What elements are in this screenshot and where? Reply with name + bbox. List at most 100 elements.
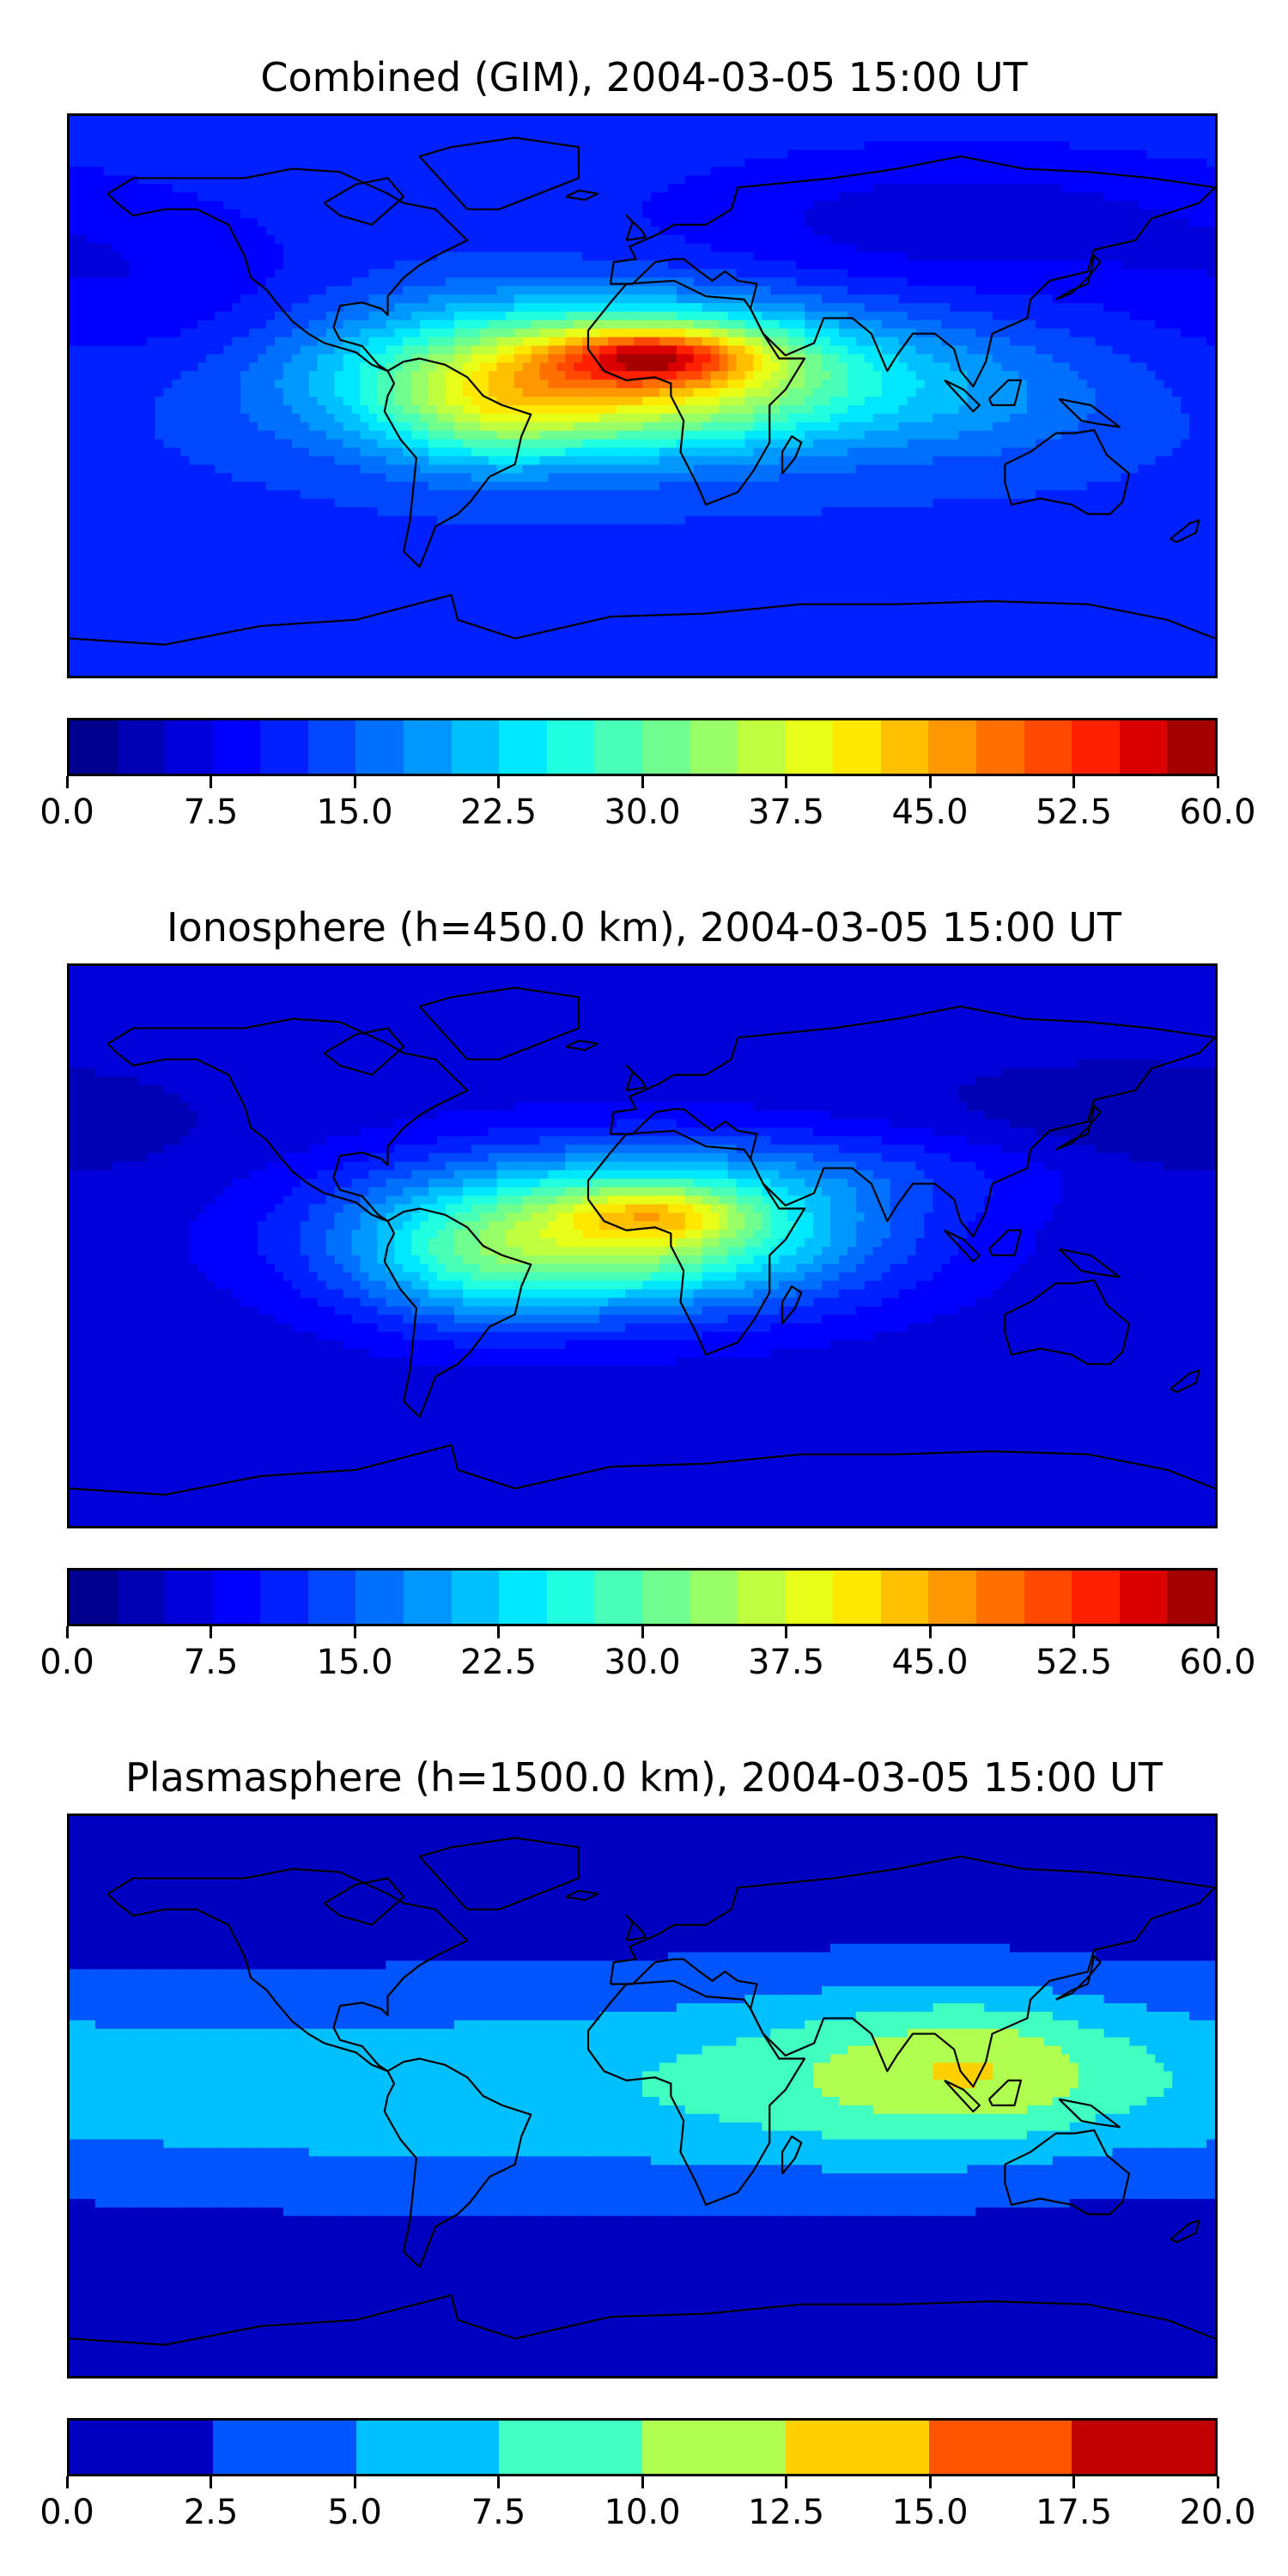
coastline (70, 2293, 1215, 2346)
colorbar-swatch (594, 720, 642, 774)
colorbar-swatch (880, 1571, 929, 1624)
colorbar-tick (65, 1626, 69, 1638)
colorbar-swatch (1072, 1571, 1120, 1624)
colorbar-swatch (355, 2421, 500, 2474)
colorbar-swatch (165, 1571, 213, 1624)
colorbar-combined (67, 718, 1218, 776)
coastline (1004, 1279, 1131, 1365)
colorbar-swatch (785, 2421, 929, 2474)
colorbar-swatch (880, 720, 929, 774)
coastline (1170, 519, 1200, 544)
coastline (625, 1064, 647, 1091)
map-ionosphere[interactable] (67, 963, 1218, 1528)
contour-map-ionosphere (70, 966, 1215, 1526)
filled-contours (70, 966, 1215, 1526)
coastline (565, 1039, 599, 1051)
colorbar-tick-label: 5.0 (286, 2492, 423, 2533)
colorbar-swatch (117, 1571, 166, 1624)
colorbar-swatch (928, 720, 976, 774)
colorbar-swatch (785, 720, 834, 774)
colorbar-tick-label: 7.5 (143, 1642, 280, 1683)
coastline (609, 1855, 1215, 2088)
colorbar-swatch (260, 1571, 308, 1624)
colorbar-tick (1216, 776, 1219, 788)
filled-contours (70, 116, 1215, 676)
colorbar-swatch (546, 720, 595, 774)
coastlines (70, 137, 1215, 646)
coastline (781, 2135, 803, 2175)
coastline (383, 1207, 532, 1419)
colorbar-tick-label: 60.0 (1149, 1642, 1286, 1683)
colorbar-swatch (70, 1571, 118, 1624)
coastline (944, 379, 981, 413)
colorbar-swatch (404, 1571, 452, 1624)
coastline (625, 214, 647, 241)
colorbar-tick (65, 2476, 69, 2488)
colorbar-swatch (642, 2421, 786, 2474)
coastline (586, 279, 806, 506)
colorbar-swatch (307, 720, 356, 774)
colorbar-tick (785, 776, 787, 788)
colorbar-swatch (641, 720, 690, 774)
coastline (586, 1129, 806, 1356)
colorbar-swatch (833, 720, 881, 774)
coastline (418, 137, 580, 210)
colorbar-swatch (1119, 720, 1168, 774)
colorbar-ticks-ionosphere: 0.0 7.5 15.0 22.5 30.0 37.5 45.0 52.5 60.0 (0, 1626, 1288, 1686)
coastline (944, 1229, 981, 1263)
colorbar-swatch (212, 2421, 356, 2474)
colorbar-swatch (212, 720, 261, 774)
coastline (418, 1837, 580, 1911)
contour-map-combined (70, 116, 1215, 676)
colorbar-tick-label: 15.0 (286, 792, 423, 833)
colorbar-swatch (404, 720, 452, 774)
colorbar-swatch (355, 720, 404, 774)
coastline (987, 379, 1023, 406)
colorbar-tick (641, 776, 644, 788)
coastline (1170, 1369, 1200, 1394)
colorbar-tick (497, 776, 500, 788)
colorbar-ticks-plasmasphere: 0.0 2.5 5.0 7.5 10.0 12.5 15.0 17.5 20.0 (0, 2476, 1288, 2537)
colorbar-tick (641, 2476, 644, 2488)
colorbar-swatch (70, 2421, 213, 2474)
colorbar-tick (1216, 1626, 1219, 1638)
colorbar-swatch (1167, 720, 1215, 774)
panel-title-plasmasphere: Plasmasphere (h=1500.0 km), 2004-03-05 1… (0, 1753, 1288, 1801)
colorbar-tick (1216, 2476, 1219, 2488)
colorbar-tick (497, 2476, 500, 2488)
colorbar-tick-label: 7.5 (143, 792, 280, 833)
colorbar-swatch (690, 720, 738, 774)
coastline (106, 1018, 469, 1223)
colorbar-tick-label: 7.5 (430, 2492, 568, 2533)
colorbar-tick (210, 2476, 212, 2488)
coastline (987, 2079, 1023, 2106)
map-combined[interactable] (67, 113, 1218, 678)
colorbar-swatch (738, 720, 786, 774)
colorbar-swatch (1119, 1571, 1168, 1624)
map-plasmasphere[interactable] (67, 1814, 1218, 2379)
colorbar-tick-label: 37.5 (718, 792, 855, 833)
coastline (106, 167, 469, 373)
colorbar-ionosphere (67, 1568, 1218, 1626)
coastline (1170, 2219, 1200, 2244)
colorbar-swatch (1072, 720, 1120, 774)
colorbar-tick (353, 2476, 356, 2488)
colorbar-tick (1072, 2476, 1075, 2488)
colorbar-tick (210, 776, 212, 788)
colorbar-tick-label: 15.0 (861, 2492, 999, 2533)
coastline (106, 1868, 469, 2073)
coastline (383, 357, 532, 568)
coastline (1004, 428, 1131, 515)
colorbar-tick-label: 22.5 (430, 792, 568, 833)
colorbar-swatch (1024, 720, 1072, 774)
filled-contours (70, 1816, 1215, 2376)
colorbar-tick (785, 1626, 787, 1638)
colorbar-swatch (975, 1571, 1024, 1624)
colorbar-swatch (70, 720, 118, 774)
colorbar-swatch (451, 720, 500, 774)
colorbar-tick-label: 0.0 (0, 792, 136, 833)
colorbar-tick-label: 15.0 (286, 1642, 423, 1683)
coastline (987, 1229, 1023, 1256)
colorbar-swatch (975, 720, 1024, 774)
colorbar-swatch (117, 720, 166, 774)
